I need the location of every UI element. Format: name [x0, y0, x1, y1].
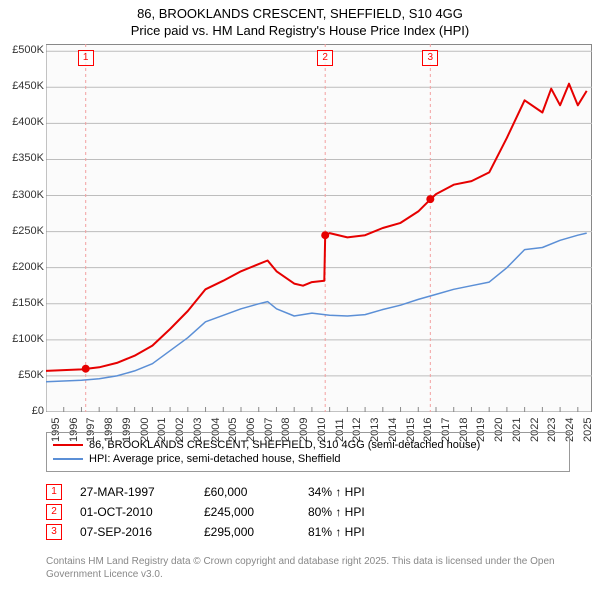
y-tick-label: £50K: [4, 369, 44, 381]
legend-item: 86, BROOKLANDS CRESCENT, SHEFFIELD, S10 …: [53, 439, 563, 451]
transaction-price: £60,000: [204, 485, 308, 499]
legend-label: HPI: Average price, semi-detached house,…: [89, 453, 341, 465]
legend-swatch: [53, 458, 83, 460]
y-tick-label: £250K: [4, 225, 44, 237]
table-row: 2 01-OCT-2010 £245,000 80% ↑ HPI: [46, 504, 365, 520]
legend: 86, BROOKLANDS CRESCENT, SHEFFIELD, S10 …: [46, 432, 570, 472]
x-tick-label: 2025: [582, 418, 594, 442]
chart-marker-badge: 1: [78, 50, 94, 66]
y-tick-label: £300K: [4, 189, 44, 201]
y-tick-label: £150K: [4, 297, 44, 309]
marker-badge: 1: [46, 484, 62, 500]
transaction-pct: 80% ↑ HPI: [308, 505, 365, 519]
footnote: Contains HM Land Registry data © Crown c…: [46, 555, 590, 581]
line-chart: [46, 44, 592, 412]
transaction-pct: 81% ↑ HPI: [308, 525, 365, 539]
legend-item: HPI: Average price, semi-detached house,…: [53, 453, 563, 465]
chart-area: [46, 44, 592, 412]
marker-badge: 2: [46, 504, 62, 520]
y-tick-label: £200K: [4, 261, 44, 273]
transaction-price: £295,000: [204, 525, 308, 539]
y-tick-label: £100K: [4, 333, 44, 345]
marker-badge: 3: [46, 524, 62, 540]
transaction-date: 01-OCT-2010: [80, 505, 204, 519]
transaction-date: 27-MAR-1997: [80, 485, 204, 499]
transaction-pct: 34% ↑ HPI: [308, 485, 365, 499]
chart-title: 86, BROOKLANDS CRESCENT, SHEFFIELD, S10 …: [0, 0, 600, 23]
table-row: 3 07-SEP-2016 £295,000 81% ↑ HPI: [46, 524, 365, 540]
transaction-price: £245,000: [204, 505, 308, 519]
legend-label: 86, BROOKLANDS CRESCENT, SHEFFIELD, S10 …: [89, 439, 480, 451]
chart-marker-badge: 2: [317, 50, 333, 66]
y-tick-label: £0: [4, 405, 44, 417]
chart-marker-badge: 3: [422, 50, 438, 66]
transaction-table: 1 27-MAR-1997 £60,000 34% ↑ HPI 2 01-OCT…: [46, 480, 365, 544]
transaction-date: 07-SEP-2016: [80, 525, 204, 539]
y-tick-label: £500K: [4, 44, 44, 56]
y-tick-label: £450K: [4, 80, 44, 92]
table-row: 1 27-MAR-1997 £60,000 34% ↑ HPI: [46, 484, 365, 500]
y-tick-label: £400K: [4, 116, 44, 128]
chart-subtitle: Price paid vs. HM Land Registry's House …: [0, 23, 600, 42]
y-tick-label: £350K: [4, 152, 44, 164]
legend-swatch: [53, 444, 83, 446]
